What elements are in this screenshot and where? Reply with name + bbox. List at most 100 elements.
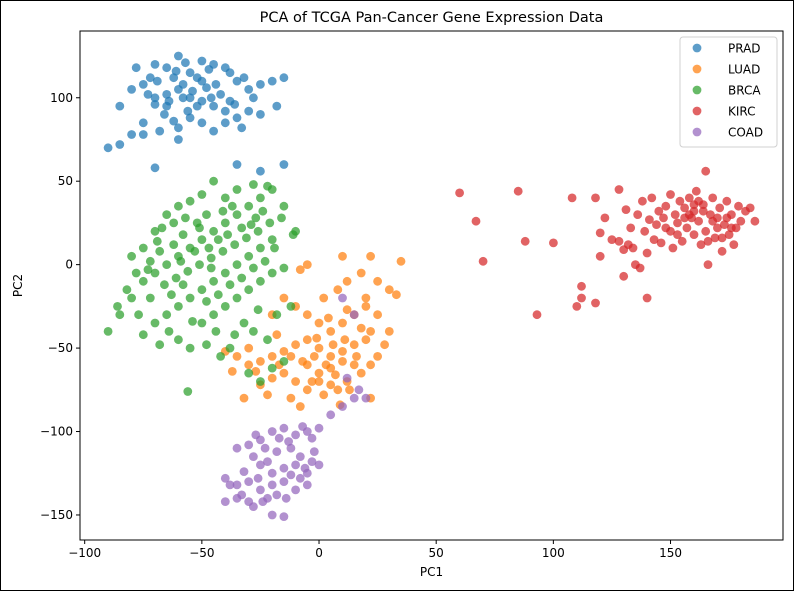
point-luad-57 [295, 265, 305, 274]
point-luad-20 [302, 385, 312, 395]
point-coad-35 [279, 512, 289, 521]
point-luad-8 [314, 343, 324, 353]
point-kirc-20 [619, 271, 629, 281]
point-kirc-40 [666, 190, 675, 199]
point-luad-33 [356, 368, 366, 378]
point-kirc-75 [745, 203, 755, 213]
point-luad-59 [338, 251, 347, 261]
point-kirc-44 [673, 218, 682, 228]
legend-marker-luad [692, 64, 702, 74]
point-luad-58 [302, 260, 312, 269]
point-brca-85 [265, 218, 275, 228]
y-tick-label: 100 [50, 91, 73, 105]
point-brca-56 [162, 210, 172, 220]
point-luad-14 [314, 368, 324, 378]
point-kirc-39 [661, 201, 671, 211]
point-brca-102 [204, 243, 214, 253]
point-coad-13 [309, 447, 319, 456]
point-luad-6 [291, 340, 300, 350]
point-luad-17 [349, 360, 359, 370]
point-kirc-33 [647, 193, 657, 203]
point-luad-30 [319, 390, 329, 400]
point-brca-8 [197, 235, 207, 245]
point-kirc-26 [633, 210, 643, 220]
point-prad-30 [267, 76, 277, 86]
point-kirc-76 [750, 216, 760, 226]
point-prad-56 [232, 160, 242, 169]
point-kirc-28 [638, 196, 647, 206]
point-kirc-35 [652, 220, 661, 230]
point-coad-22 [244, 477, 254, 486]
point-brca-40 [286, 302, 296, 311]
point-coad-53 [225, 480, 235, 490]
point-brca-115 [270, 243, 279, 253]
point-coad-40 [338, 293, 347, 303]
point-brca-15 [279, 201, 289, 211]
point-brca-90 [213, 235, 223, 245]
point-brca-94 [202, 297, 211, 306]
point-coad-27 [302, 480, 312, 490]
point-prad-62 [138, 130, 148, 139]
point-luad-51 [356, 268, 366, 278]
point-kirc-5 [532, 310, 542, 320]
point-prad-63 [178, 93, 188, 103]
point-coad-26 [291, 485, 300, 495]
point-luad-37 [384, 327, 394, 336]
point-coad-56 [281, 493, 291, 503]
point-brca-59 [197, 190, 207, 199]
point-kirc-16 [607, 235, 617, 245]
point-brca-68 [169, 240, 179, 250]
point-brca-26 [162, 310, 172, 320]
point-luad-2 [244, 343, 254, 353]
point-brca-97 [237, 273, 247, 283]
point-coad-25 [279, 477, 289, 486]
point-luad-19 [326, 380, 336, 390]
point-kirc-68 [724, 230, 734, 240]
point-prad-14 [220, 106, 230, 116]
point-kirc-3 [513, 186, 523, 196]
point-luad-72 [340, 335, 350, 345]
point-brca-46 [216, 352, 226, 361]
x-tick-label: 100 [542, 546, 565, 560]
point-brca-63 [263, 181, 272, 191]
point-brca-107 [188, 317, 197, 326]
point-brca-47 [202, 340, 211, 350]
point-kirc-59 [703, 260, 713, 269]
point-brca-36 [244, 285, 254, 295]
point-kirc-10 [577, 281, 586, 291]
point-prad-11 [185, 93, 195, 103]
legend-label-kirc: KIRC [728, 105, 756, 119]
point-prad-0 [150, 60, 160, 69]
point-prad-64 [188, 86, 197, 96]
point-coad-4 [279, 423, 289, 433]
point-luad-62 [356, 323, 366, 333]
point-luad-12 [361, 335, 371, 345]
point-coad-9 [263, 457, 272, 466]
point-prad-41 [145, 73, 155, 83]
point-coad-30 [249, 502, 258, 511]
y-tick-label: −50 [48, 341, 73, 355]
point-prad-13 [209, 101, 219, 111]
point-brca-51 [279, 357, 289, 366]
point-kirc-13 [595, 251, 605, 261]
point-luad-39 [361, 302, 371, 311]
point-luad-18 [314, 377, 324, 386]
point-brca-111 [206, 263, 216, 273]
point-luad-75 [324, 313, 333, 323]
point-kirc-57 [701, 226, 711, 236]
point-coad-21 [232, 480, 242, 490]
point-brca-52 [183, 387, 193, 396]
point-brca-110 [253, 305, 263, 315]
point-kirc-55 [696, 240, 706, 250]
point-brca-42 [263, 335, 272, 345]
point-brca-33 [209, 310, 219, 320]
point-kirc-6 [549, 238, 558, 248]
point-kirc-23 [626, 223, 636, 233]
point-coad-44 [284, 437, 293, 446]
point-kirc-8 [572, 302, 582, 311]
point-prad-4 [197, 56, 207, 66]
point-brca-91 [190, 246, 200, 256]
point-coad-24 [267, 480, 277, 490]
legend-label-luad: LUAD [728, 63, 760, 77]
point-luad-28 [286, 393, 296, 403]
